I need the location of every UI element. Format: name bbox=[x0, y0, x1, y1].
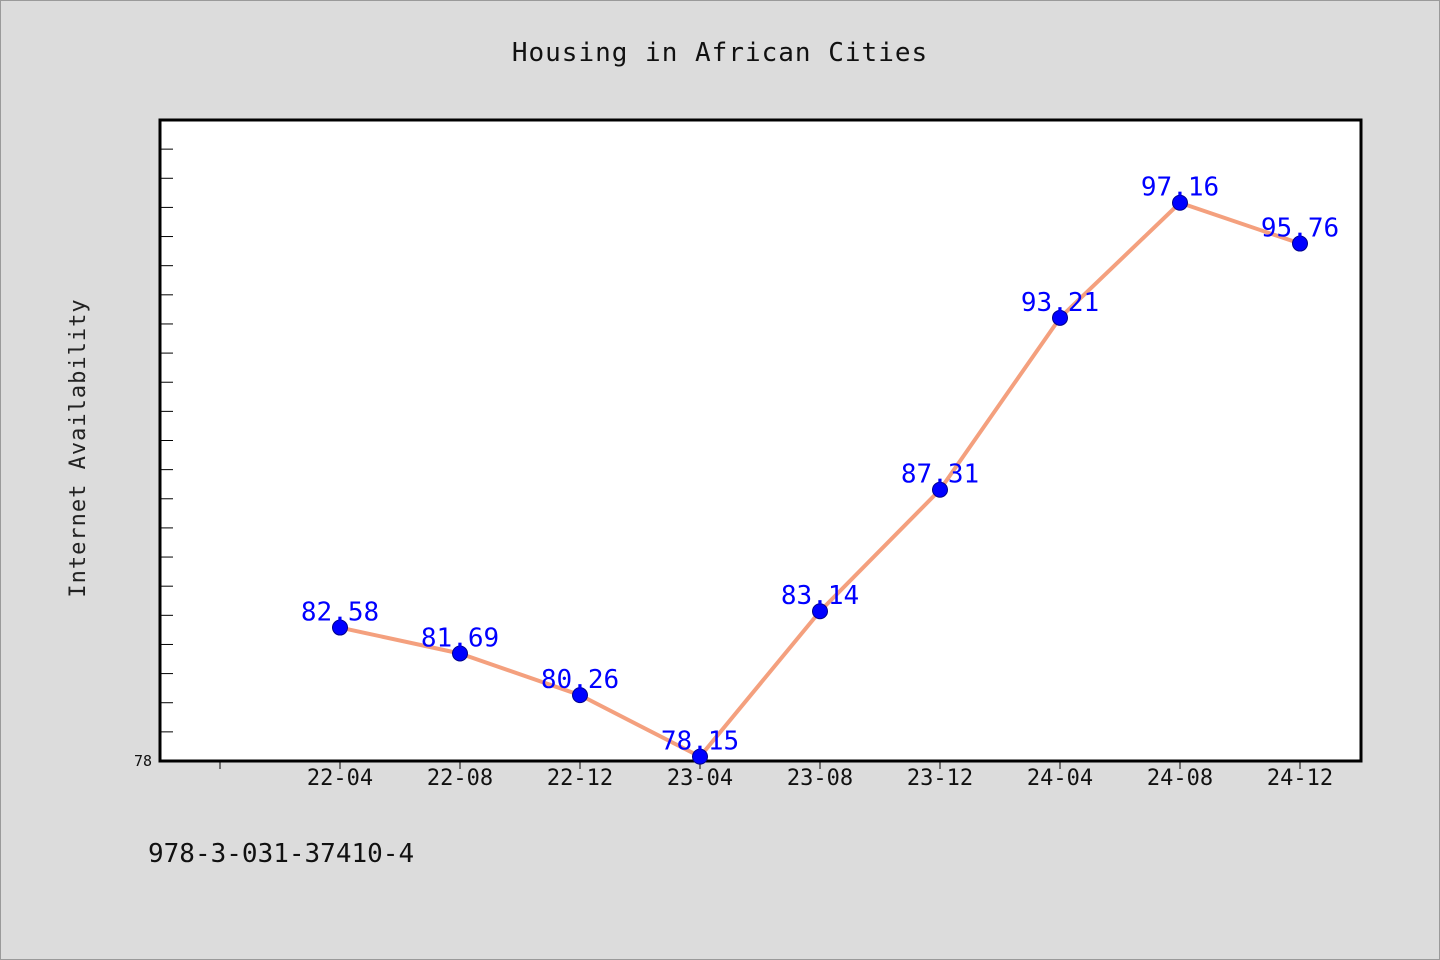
x-tick-label: 22-04 bbox=[307, 766, 373, 791]
x-tick-label: 24-08 bbox=[1147, 766, 1213, 791]
series-markers bbox=[332, 194, 1308, 765]
data-label: 87.31 bbox=[901, 460, 979, 490]
x-tick-label: 22-12 bbox=[547, 766, 613, 791]
data-label: 78.15 bbox=[661, 727, 739, 757]
data-point bbox=[452, 645, 468, 662]
data-label: 82.58 bbox=[301, 598, 379, 628]
x-tick-label: 23-12 bbox=[907, 766, 973, 791]
data-point bbox=[812, 603, 828, 620]
data-point bbox=[1292, 235, 1308, 252]
data-label: 93.21 bbox=[1021, 288, 1099, 318]
data-label: 97.16 bbox=[1141, 173, 1219, 203]
data-label: 81.69 bbox=[421, 623, 499, 653]
data-point bbox=[1172, 194, 1188, 211]
data-label: 83.14 bbox=[781, 581, 859, 611]
data-point bbox=[1052, 309, 1068, 326]
chart-title: Housing in African Cities bbox=[512, 38, 928, 68]
x-tick-label: 23-08 bbox=[787, 766, 853, 791]
data-point bbox=[572, 687, 588, 704]
y-axis-label: Internet Availability bbox=[66, 298, 91, 597]
data-labels: 82.58 81.69 80.26 78.15 83.14 87.31 93.21 97.16… bbox=[301, 173, 1339, 757]
x-tick-label: 23-04 bbox=[667, 766, 733, 791]
data-point bbox=[692, 748, 708, 765]
plot-area bbox=[158, 118, 1363, 763]
data-label: 95.76 bbox=[1261, 214, 1339, 244]
data-point bbox=[932, 481, 948, 498]
x-axis-ticks: 22-04 22-08 22-12 23-04 23-08 23-12 24-04 24-08… bbox=[219, 761, 1333, 791]
x-tick-label: 24-04 bbox=[1027, 766, 1093, 791]
y-axis-ticks: 78 bbox=[134, 148, 173, 770]
y-tick-label: 78 bbox=[134, 752, 152, 770]
x-tick-label: 24-12 bbox=[1267, 766, 1333, 791]
x-tick-label: 22-08 bbox=[427, 766, 493, 791]
footer-code: 978-3-031-37410-4 bbox=[148, 839, 414, 869]
data-label: 80.26 bbox=[541, 665, 619, 695]
data-point bbox=[332, 619, 348, 636]
